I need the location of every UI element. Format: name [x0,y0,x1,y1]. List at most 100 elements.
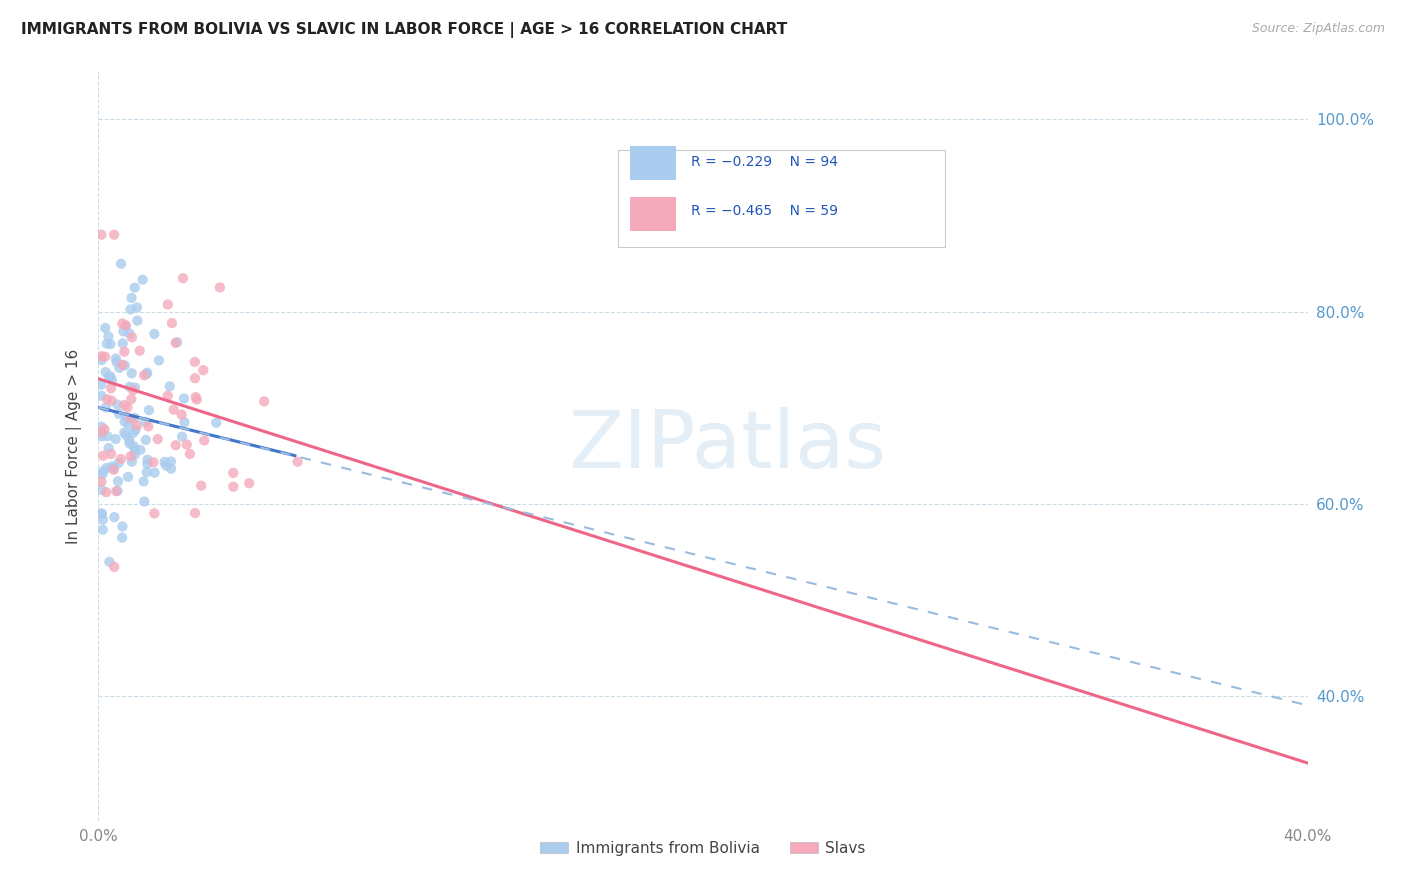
Point [125,418,148,433]
Point [118,434,141,448]
Point [134,415,156,429]
Point [118,380,141,394]
Point [135,433,157,447]
Point [128,343,150,358]
Point [90,425,112,440]
Point [124,448,146,462]
Point [156,389,179,403]
Point [107,456,129,470]
Point [97,369,120,384]
Point [184,371,207,385]
Point [134,494,156,508]
Point [94,350,117,364]
Point [146,432,169,446]
Point [179,447,201,461]
Point [114,415,136,429]
Point [98,555,121,569]
Point [111,317,134,331]
Point [96,461,118,475]
FancyBboxPatch shape [630,197,676,231]
Point [90,425,112,439]
Point [121,455,143,469]
Point [115,428,138,442]
Point [104,351,127,366]
Point [287,455,309,469]
Point [143,326,166,341]
Point [107,407,129,421]
Point [103,463,125,477]
Point [111,336,134,351]
Point [114,318,136,333]
Point [90,419,112,434]
FancyBboxPatch shape [619,150,945,247]
Point [124,411,146,425]
Point [121,330,143,344]
Point [124,381,146,395]
Point [101,459,124,474]
Point [238,476,260,491]
Point [170,408,193,422]
Point [124,423,146,437]
Point [193,434,215,448]
Point [90,475,112,489]
Point [112,425,135,440]
Point [253,394,276,409]
Point [136,457,159,471]
Point [186,392,208,407]
Legend: Immigrants from Bolivia, Slavs: Immigrants from Bolivia, Slavs [534,835,872,862]
Point [111,531,134,545]
Point [115,409,138,424]
Text: IMMIGRANTS FROM BOLIVIA VS SLAVIC IN LABOR FORCE | AGE > 16 CORRELATION CHART: IMMIGRANTS FROM BOLIVIA VS SLAVIC IN LAB… [21,22,787,38]
Point [90,483,112,497]
Point [222,480,245,494]
Point [131,273,153,287]
Point [105,397,128,411]
Point [138,403,160,417]
Y-axis label: In Labor Force | Age > 16: In Labor Force | Age > 16 [66,349,82,543]
Point [100,393,122,408]
Point [91,464,114,478]
Point [122,425,145,440]
Point [135,465,157,479]
Point [122,383,145,397]
Point [160,461,183,475]
Point [127,313,149,327]
Point [163,402,186,417]
Point [90,353,112,368]
Point [222,466,245,480]
Point [184,506,207,520]
Point [165,438,187,452]
Point [90,227,112,242]
Point [143,507,166,521]
Point [90,377,112,392]
Point [105,484,128,499]
Point [120,411,142,425]
Point [103,560,125,574]
Point [176,437,198,451]
Point [184,355,207,369]
Point [166,335,188,350]
Point [96,429,118,443]
Point [136,452,159,467]
Point [100,337,122,351]
Point [118,436,141,450]
Point [118,326,141,341]
Point [105,355,128,369]
Text: R = −0.229    N = 94: R = −0.229 N = 94 [690,155,838,169]
Point [90,507,112,521]
Point [121,291,143,305]
Point [107,483,129,498]
Point [205,416,228,430]
Text: ZIPatlas: ZIPatlas [568,407,886,485]
FancyBboxPatch shape [630,146,676,180]
Point [94,401,117,415]
Point [125,301,148,315]
Point [135,367,157,381]
Point [112,325,135,339]
Point [94,485,117,500]
Point [143,466,166,480]
Point [117,417,139,432]
Point [100,369,122,384]
Point [172,271,194,285]
Point [91,467,114,482]
